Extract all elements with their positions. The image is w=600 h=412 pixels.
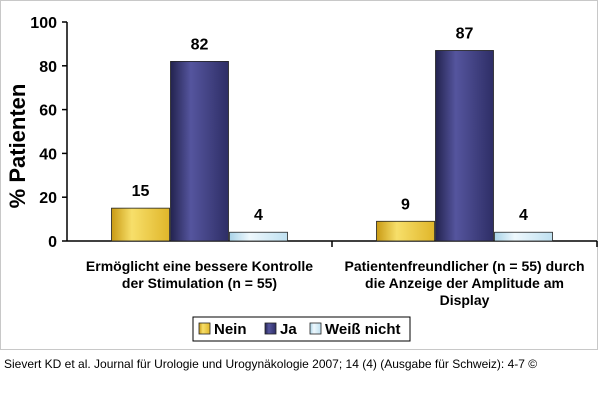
citation: Sievert KD et al. Journal für Urologie u… xyxy=(4,357,538,371)
x-category-label: die Anzeige der Amplitude am xyxy=(365,275,564,291)
bar-nein-1 xyxy=(111,207,170,242)
y-tick-label: 0 xyxy=(48,234,57,251)
plot-area: 0 20 40 60 80 100 15 82 4 Ermöglicht eine bessere… xyxy=(30,15,598,308)
y-tick-label: 60 xyxy=(39,103,57,120)
chart-frame: 0 20 40 60 80 100 15 82 4 Ermöglicht eine bessere… xyxy=(0,0,598,350)
legend: Nein Ja Weiß nicht xyxy=(192,316,411,342)
legend-box xyxy=(192,316,411,342)
x-category-label: Ermöglicht eine bessere Kontrolle xyxy=(86,258,313,274)
legend-label: Ja xyxy=(280,321,297,338)
x-category-label: Patientenfreundlicher (n = 55) durch xyxy=(345,258,585,274)
data-label: 9 xyxy=(401,196,410,213)
bar-wei-nicht-1 xyxy=(229,231,288,242)
data-label: 87 xyxy=(456,25,474,42)
x-category-label: Display xyxy=(440,292,490,308)
legend-swatch-nein xyxy=(198,322,211,335)
bar-chart: 0 20 40 60 80 100 15 82 4 Ermöglicht eine bessere… xyxy=(5,15,598,342)
y-tick-label: 40 xyxy=(39,146,57,163)
data-label: 4 xyxy=(519,207,528,224)
legend-label: Weiß nicht xyxy=(325,321,401,338)
bar-ja-1 xyxy=(170,61,229,242)
data-label: 82 xyxy=(191,36,209,53)
y-tick-label: 20 xyxy=(39,190,57,207)
bar-wei-nicht-2 xyxy=(494,231,553,242)
y-tick-label: 80 xyxy=(39,59,57,76)
data-label: 4 xyxy=(254,207,263,224)
legend-swatch-wei-nicht xyxy=(309,322,322,335)
legend-swatch-ja xyxy=(264,322,277,335)
y-axis-label: % Patienten xyxy=(5,84,30,209)
legend-label: Nein xyxy=(214,321,247,338)
data-label: 15 xyxy=(132,183,150,200)
y-tick-label: 100 xyxy=(30,15,57,32)
bar-ja-2 xyxy=(435,50,494,242)
bar-nein-2 xyxy=(376,220,435,242)
x-category-label: der Stimulation (n = 55) xyxy=(122,275,277,291)
